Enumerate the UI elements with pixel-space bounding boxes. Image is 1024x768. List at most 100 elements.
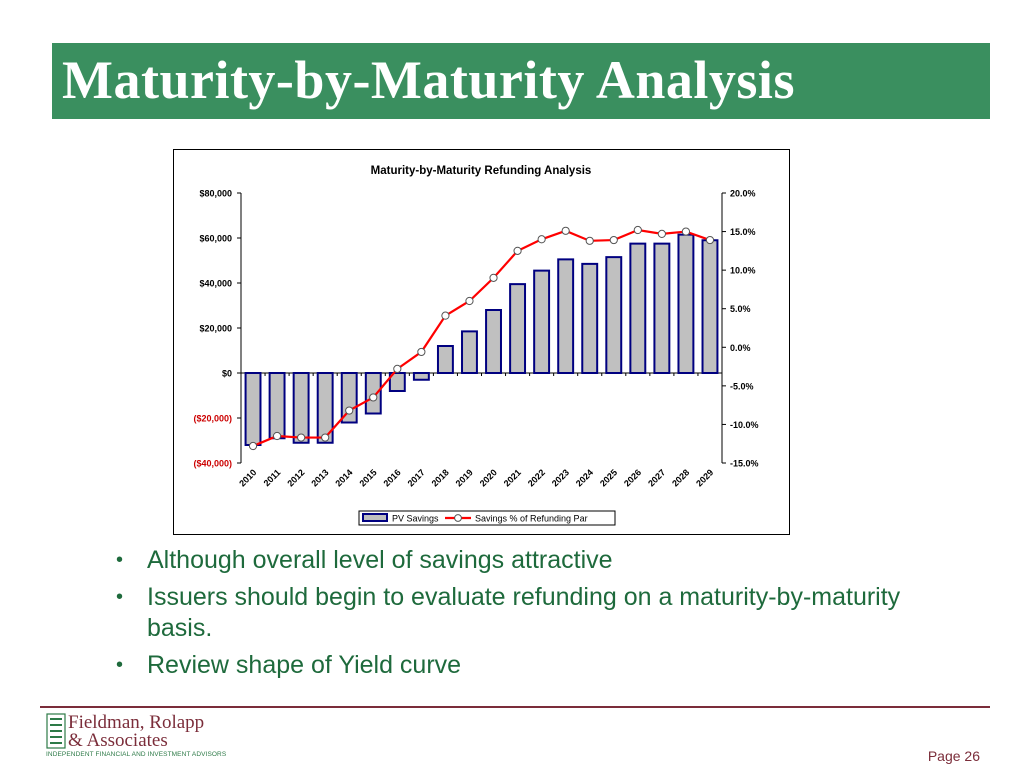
legend-bar-swatch — [362, 513, 388, 522]
savings-pct-point — [633, 225, 642, 235]
pv-savings-bar — [412, 372, 430, 381]
left-tick-label: $40,000 — [199, 279, 232, 289]
savings-pct-point — [465, 296, 474, 306]
savings-pct-point — [321, 433, 330, 442]
pv-savings-bar — [388, 372, 406, 392]
x-category-label: 2027 — [646, 467, 667, 488]
left-tick-label: $80,000 — [199, 189, 232, 199]
savings-pct-point — [272, 431, 282, 441]
footer-divider — [40, 706, 990, 708]
pv-savings-bar — [292, 372, 310, 444]
savings-pct-point — [609, 235, 618, 245]
x-category-label: 2026 — [622, 467, 643, 488]
savings-pct-point — [369, 393, 378, 402]
x-category-label: 2029 — [694, 467, 715, 488]
pv-savings-bar — [316, 372, 334, 444]
left-tick-label: $0 — [222, 369, 232, 379]
bullet-item: • Review shape of Yield curve — [112, 650, 932, 681]
right-tick-label: 0.0% — [730, 343, 751, 353]
legend-label-savings-pct: Savings % of Refunding Par — [475, 514, 588, 524]
bullet-text: Issuers should begin to evaluate refundi… — [147, 583, 901, 642]
savings-pct-point — [417, 347, 426, 357]
pv-savings-bar — [701, 239, 719, 374]
pv-savings-bar — [461, 330, 478, 374]
right-tick-label: 5.0% — [730, 304, 751, 314]
title-bar: Maturity-by-Maturity Analysis — [52, 43, 990, 119]
pv-savings-bar — [581, 262, 599, 374]
chart-title: Maturity-by-Maturity Refunding Analysis — [371, 165, 592, 177]
legend-line-marker — [454, 514, 462, 522]
refunding-chart: Maturity-by-Maturity Refunding Analysis $… — [193, 165, 759, 526]
right-tick-label: -15.0% — [730, 459, 759, 469]
right-tick-label: 15.0% — [730, 227, 756, 237]
bullet-list: • Although overall level of savings attra… — [112, 545, 932, 687]
savings-pct-point — [393, 364, 402, 373]
bullet-text: Review shape of Yield curve — [147, 651, 462, 679]
x-category-label: 2028 — [670, 467, 691, 488]
x-category-label: 2014 — [333, 467, 354, 488]
savings-pct-point — [297, 433, 306, 442]
x-category-label: 2022 — [526, 467, 547, 488]
x-category-label: 2018 — [430, 467, 451, 488]
x-category-label: 2021 — [502, 467, 523, 488]
bullet-dot-icon: • — [116, 549, 124, 571]
savings-pct-point — [537, 235, 546, 244]
right-tick-label: -5.0% — [730, 381, 754, 391]
bullet-item: • Issuers should begin to evaluate refund… — [112, 582, 932, 644]
pv-savings-bar — [629, 242, 647, 374]
right-tick-label: -10.0% — [730, 420, 759, 430]
pv-savings-bar — [244, 372, 262, 446]
left-tick-label: ($20,000) — [193, 414, 232, 424]
savings-pct-point — [585, 236, 594, 245]
bullet-dot-icon: • — [116, 586, 124, 608]
x-category-label: 2025 — [598, 467, 619, 488]
slide-title: Maturity-by-Maturity Analysis — [62, 50, 795, 110]
savings-pct-point — [561, 226, 570, 235]
logo-name-line2: & Associates — [68, 730, 168, 751]
savings-pct-point — [705, 235, 715, 245]
bullet-text: Although overall level of savings attrac… — [147, 546, 613, 574]
pv-savings-bar — [557, 258, 575, 374]
x-category-label: 2023 — [550, 467, 571, 488]
x-category-label: 2016 — [382, 467, 403, 488]
left-tick-label: $20,000 — [199, 324, 232, 334]
x-category-label: 2013 — [309, 467, 330, 488]
right-tick-label: 10.0% — [730, 266, 756, 276]
x-category-label: 2011 — [262, 467, 283, 488]
savings-pct-point — [657, 229, 666, 238]
pv-savings-bar — [268, 372, 286, 440]
right-tick-label: 20.0% — [730, 189, 756, 199]
chart-frame: Maturity-by-Maturity Refunding Analysis $… — [173, 149, 790, 535]
x-category-label: 2024 — [574, 467, 595, 488]
legend-label-pv-savings: PV Savings — [392, 514, 439, 524]
x-category-label: 2012 — [285, 467, 306, 488]
pv-savings-bar — [364, 372, 382, 415]
savings-pct-point — [681, 227, 691, 236]
bullet-dot-icon: • — [116, 654, 124, 676]
pv-savings-bar — [605, 256, 623, 374]
bullet-item: • Although overall level of savings attra… — [112, 545, 932, 576]
savings-pct-line — [252, 228, 711, 448]
logo-mark-icon — [46, 713, 66, 749]
pv-savings-bar — [436, 345, 454, 374]
left-tick-label: $60,000 — [199, 234, 232, 244]
logo-tagline: INDEPENDENT FINANCIAL AND INVESTMENT ADV… — [46, 751, 227, 758]
savings-pct-point — [345, 406, 354, 415]
legend-box — [358, 510, 616, 526]
company-logo: Fieldman, Rolapp & Associates INDEPENDEN… — [46, 712, 226, 762]
savings-pct-point — [248, 441, 258, 451]
x-category-label: 2019 — [454, 467, 475, 488]
pv-savings-bar — [653, 242, 671, 374]
x-category-label: 2010 — [237, 467, 258, 488]
x-category-label: 2020 — [478, 467, 499, 488]
savings-pct-point — [513, 246, 522, 255]
logo-name-line1: Fieldman, Rolapp — [68, 712, 205, 733]
pv-savings-bar — [677, 233, 695, 374]
pv-savings-bar — [485, 309, 502, 374]
left-tick-label: ($40,000) — [193, 459, 232, 469]
pv-savings-bar — [509, 283, 527, 374]
savings-pct-point — [441, 311, 450, 320]
x-category-label: 2017 — [406, 467, 427, 488]
pv-savings-bar — [533, 269, 551, 374]
savings-pct-point — [489, 273, 498, 282]
